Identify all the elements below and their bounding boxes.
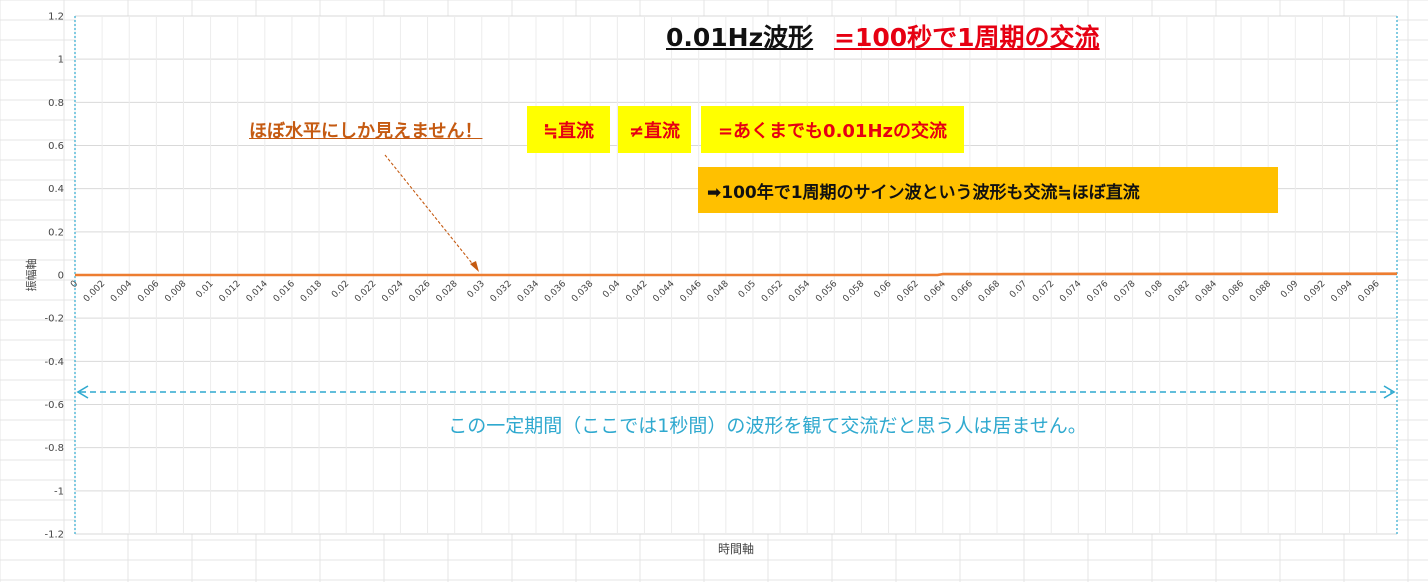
approx-dc-box: ≒直流 — [527, 106, 610, 153]
y-tick-label: 0.8 — [48, 98, 64, 109]
y-tick-label: 1 — [58, 55, 64, 66]
y-tick-labels: 1.2 1 0.8 0.6 0.4 0.2 0 -0.2 -0.4 -0.6 -0.8 -1 -1.2 — [44, 12, 64, 541]
y-tick-label: -0.4 — [44, 357, 64, 368]
still-ac-box: =あくまでも0.01Hzの交流 — [701, 106, 964, 153]
series-line — [75, 272, 1398, 277]
not-dc-box: ≠直流 — [618, 106, 691, 153]
chart-title-emphasis: =100秒で1周期の交流 — [834, 23, 1100, 52]
y-axis-label: 振幅軸 — [24, 259, 38, 292]
callout-note: ほぼ水平にしか見えません！ — [249, 121, 483, 142]
period-span-note: この一定期間（ここでは1秒間）の波形を観て交流だと思う人は居ません。 — [448, 415, 1087, 437]
chart-title: 0.01Hz波形 — [666, 23, 814, 52]
y-tick-label: -0.2 — [44, 314, 64, 325]
y-tick-label: 0 — [58, 271, 64, 282]
y-tick-label: 1.2 — [48, 12, 64, 23]
y-tick-label: -0.6 — [44, 400, 64, 411]
y-tick-label: -1.2 — [44, 530, 64, 541]
y-tick-label: -0.8 — [44, 443, 64, 454]
y-tick-label: -1 — [54, 486, 64, 497]
callout-arrow — [384, 154, 479, 272]
y-tick-label: 0.4 — [48, 184, 64, 195]
x-axis-label: 時間軸 — [718, 542, 754, 556]
y-tick-label: 0.6 — [48, 141, 64, 152]
period-span-arrow — [76, 385, 1396, 399]
hundred-year-box: ➡100年で1周期のサイン波という波形も交流≒ほぼ直流 — [698, 167, 1278, 213]
series-layer — [75, 272, 1398, 277]
y-tick-label: 0.2 — [48, 227, 64, 238]
